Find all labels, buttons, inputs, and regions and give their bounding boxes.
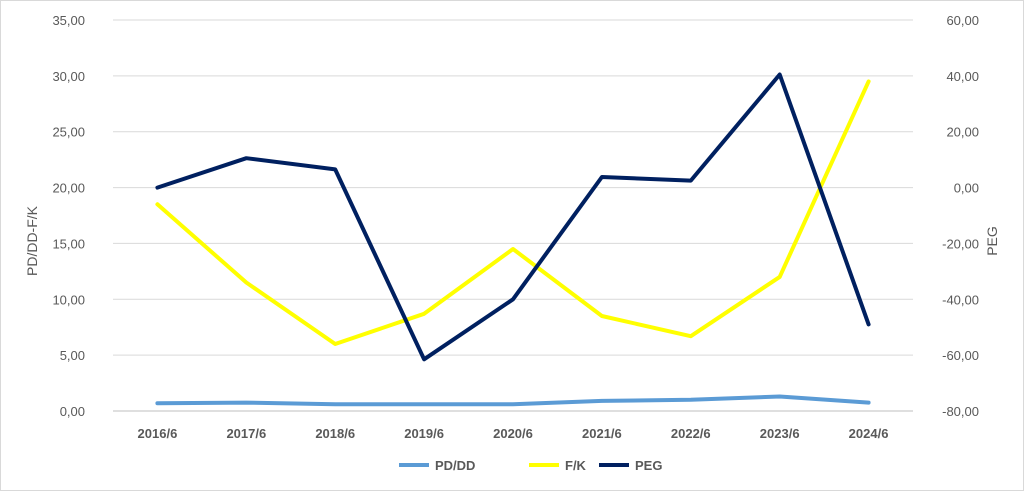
legend-label: PEG (635, 458, 662, 473)
x-axis: 2016/6 2017/6 2018/6 2019/6 2020/6 2021/6 2022… (138, 426, 889, 441)
left-tick-label: 25,00 (52, 125, 85, 140)
x-tick-label: 2022/6 (671, 426, 711, 441)
legend: PD/DD F/K PEG (399, 458, 662, 473)
left-tick-label: 10,00 (52, 292, 85, 307)
x-tick-label: 2023/6 (760, 426, 800, 441)
right-tick-label: -60,00 (942, 348, 979, 363)
left-tick-label: 35,00 (52, 13, 85, 28)
right-tick-label: 40,00 (946, 69, 979, 84)
x-tick-label: 2021/6 (582, 426, 622, 441)
right-tick-label: 20,00 (946, 125, 979, 140)
legend-label: F/K (565, 458, 587, 473)
right-axis: -80,00 -60,00 -40,00 -20,00 0,00 20,00 40,00 60… (942, 13, 979, 419)
left-tick-label: 20,00 (52, 181, 85, 196)
left-tick-label: 0,00 (60, 404, 85, 419)
x-tick-label: 2016/6 (138, 426, 178, 441)
series-line-pd-dd (155, 394, 871, 407)
series-line-f-k (155, 79, 871, 346)
left-tick-label: 5,00 (60, 348, 85, 363)
legend-label: PD/DD (435, 458, 475, 473)
right-tick-label: -80,00 (942, 404, 979, 419)
series-line-peg (155, 72, 871, 362)
right-tick-label: 60,00 (946, 13, 979, 28)
x-tick-label: 2018/6 (315, 426, 355, 441)
x-tick-label: 2024/6 (849, 426, 889, 441)
series-lines (155, 72, 871, 407)
x-tick-label: 2020/6 (493, 426, 533, 441)
right-tick-label: -40,00 (942, 292, 979, 307)
right-tick-label: -20,00 (942, 236, 979, 251)
gridlines (113, 19, 913, 412)
x-tick-label: 2019/6 (404, 426, 444, 441)
x-tick-label: 2017/6 (226, 426, 266, 441)
right-axis-title: PEG (984, 226, 1000, 256)
left-tick-label: 30,00 (52, 69, 85, 84)
left-axis: 0,00 5,00 10,00 15,00 20,00 25,00 30,00 35,00 (52, 13, 85, 419)
right-tick-label: 0,00 (954, 181, 979, 196)
left-tick-label: 15,00 (52, 236, 85, 251)
left-axis-title: PD/DD-F/K (24, 205, 40, 276)
